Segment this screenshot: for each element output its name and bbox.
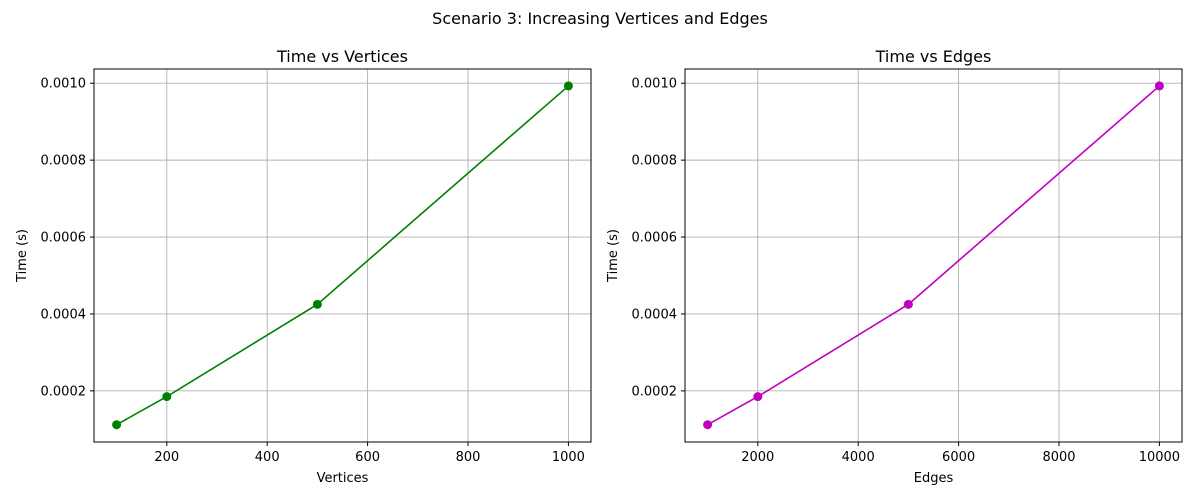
y-tick-label: 0.0006 [41, 231, 87, 246]
y-axis-label: Time (s) [15, 229, 30, 283]
x-axis-label: Vertices [317, 471, 369, 486]
y-tick-label: 0.0008 [41, 154, 87, 169]
x-axis-label: Edges [914, 471, 954, 486]
x-tick-label: 10000 [1139, 450, 1180, 465]
y-tick-label: 0.0008 [632, 154, 678, 169]
subplot-1: 200 400 600 800 1000 0.0002 0.0004 0.0006 0.0008… [15, 47, 592, 486]
subplot-title: Time vs Edges [875, 47, 992, 66]
x-tick-label: 600 [355, 450, 380, 465]
y-axis-label: Time (s) [606, 229, 621, 283]
x-tick-label: 400 [255, 450, 280, 465]
x-tick-label: 1000 [552, 450, 585, 465]
y-tick-label: 0.0010 [632, 77, 678, 92]
y-tick-label: 0.0004 [632, 307, 678, 322]
y-tick-label: 0.0002 [632, 384, 678, 399]
figure-suptitle: Scenario 3: Increasing Vertices and Edge… [432, 9, 768, 28]
x-tick-label: 800 [456, 450, 481, 465]
data-point [1154, 81, 1164, 91]
subplot-title: Time vs Vertices [276, 47, 408, 66]
data-point [703, 420, 713, 430]
y-tick-label: 0.0006 [632, 231, 678, 246]
y-tick-label: 0.0002 [41, 384, 87, 399]
subplot-2: 2000 4000 6000 8000 10000 0.0002 0.0004 0.0006 0… [606, 47, 1183, 486]
axes-frame [684, 68, 1183, 443]
axes-frame [93, 68, 592, 443]
data-point [563, 81, 573, 91]
data-point [903, 299, 913, 309]
data-point [753, 392, 763, 402]
series-line [116, 85, 569, 426]
series-line [707, 85, 1160, 426]
x-tick-label: 2000 [741, 450, 774, 465]
y-tick-label: 0.0010 [41, 77, 87, 92]
data-point [162, 392, 172, 402]
x-tick-label: 6000 [942, 450, 975, 465]
y-tick-label: 0.0004 [41, 307, 87, 322]
x-tick-label: 200 [154, 450, 179, 465]
data-point [112, 420, 122, 430]
x-tick-label: 4000 [842, 450, 875, 465]
data-point [312, 299, 322, 309]
x-tick-label: 8000 [1042, 450, 1075, 465]
